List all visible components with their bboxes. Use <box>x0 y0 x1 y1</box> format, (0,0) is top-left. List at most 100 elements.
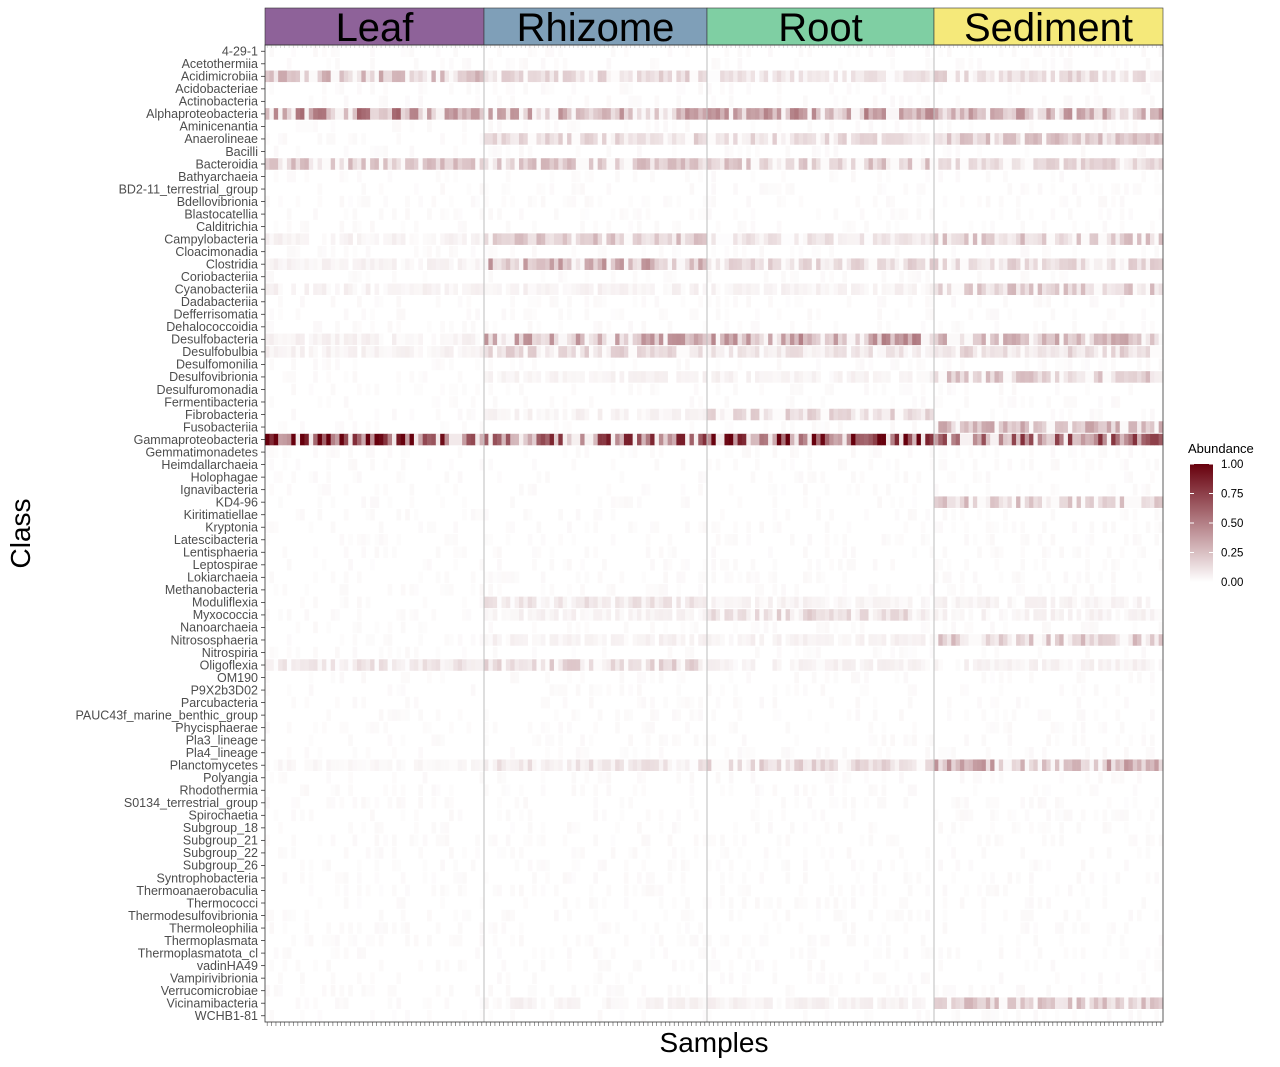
heat-cell <box>990 371 995 383</box>
heat-cell <box>1029 433 1034 446</box>
heat-cell <box>807 709 813 721</box>
heat-cell <box>658 245 664 258</box>
heat-cell <box>733 346 738 358</box>
heat-cell <box>1102 446 1108 458</box>
heat-cell <box>361 133 367 145</box>
heat-cell <box>584 521 590 533</box>
heat-cell <box>484 70 489 83</box>
heat-cell <box>929 245 935 258</box>
heat-cell <box>588 396 594 408</box>
heat-cell <box>650 596 655 609</box>
heat-cell <box>269 108 275 120</box>
heat-cell <box>501 195 507 208</box>
heat-cell <box>837 58 843 70</box>
heat-cell <box>1059 634 1064 646</box>
heat-cell <box>497 596 502 609</box>
heat-cell <box>374 383 380 396</box>
heat-cell <box>676 659 682 671</box>
heat-cell <box>1128 634 1134 646</box>
heat-cell <box>981 346 987 358</box>
heat-cell <box>308 734 314 746</box>
heat-cell <box>400 70 406 83</box>
heat-cell <box>462 108 467 120</box>
heat-cell <box>872 609 878 621</box>
heat-cell <box>746 346 751 358</box>
heat-cell <box>925 596 930 609</box>
heat-cell <box>1072 108 1077 120</box>
heat-cell <box>1029 158 1034 170</box>
heat-cell <box>855 158 861 170</box>
heat-cell <box>470 108 476 120</box>
heat-cell <box>859 596 865 609</box>
heat-cell <box>632 433 638 446</box>
heat-cell <box>593 108 598 120</box>
heat-cell <box>492 659 498 671</box>
heat-cell <box>846 108 852 120</box>
heat-cell <box>1016 233 1021 245</box>
heat-cell <box>772 508 778 521</box>
heat-cell <box>1098 208 1103 220</box>
heat-cell <box>903 158 909 170</box>
heat-cell <box>707 408 712 421</box>
heat-cell <box>479 458 485 471</box>
heat-cell <box>615 133 620 145</box>
heat-cell <box>1003 296 1008 308</box>
heat-cell <box>628 596 633 609</box>
heat-cell <box>567 296 572 308</box>
heat-cell <box>645 746 651 759</box>
heat-cell <box>807 333 813 346</box>
heat-cell <box>462 333 467 346</box>
heat-cell <box>1080 70 1086 83</box>
heat-cell <box>759 333 765 346</box>
heat-cell <box>278 471 283 483</box>
heat-cell <box>768 233 773 245</box>
heat-cell <box>492 433 498 446</box>
heat-cell <box>400 220 406 233</box>
heat-cell <box>1150 346 1155 358</box>
heat-cell <box>938 258 943 270</box>
heat-cell <box>1089 496 1095 508</box>
heat-cell <box>658 408 664 421</box>
heat-cell <box>650 346 655 358</box>
heat-cell <box>916 108 922 120</box>
heat-cell <box>497 158 502 170</box>
heat-cell <box>1098 496 1103 508</box>
heat-cell <box>846 346 852 358</box>
heat-cell <box>628 258 633 270</box>
heat-cell <box>610 45 616 58</box>
heat-cell <box>1016 333 1021 346</box>
heat-cell <box>549 584 555 596</box>
heat-cell <box>484 195 489 208</box>
heat-cell <box>846 258 852 270</box>
heat-cell <box>1024 433 1030 446</box>
heat-cell <box>440 158 445 170</box>
heat-cell <box>343 596 349 609</box>
heat-cell <box>794 333 799 346</box>
heat-cell <box>885 170 891 183</box>
heat-cell <box>1141 321 1147 333</box>
heat-cell <box>955 145 961 158</box>
heat-cell <box>313 333 318 346</box>
heat-cell <box>562 421 568 433</box>
heat-cell <box>457 233 463 245</box>
heat-cell <box>637 220 642 233</box>
heat-cell <box>505 145 511 158</box>
heat-cell <box>387 634 393 646</box>
heat-cell <box>693 108 699 120</box>
heat-cell <box>365 270 371 283</box>
heat-cell <box>610 283 616 296</box>
heat-cell <box>667 546 673 559</box>
heat-cell <box>580 108 585 120</box>
heat-cell <box>702 759 708 771</box>
heat-cell <box>523 120 529 133</box>
heat-cell <box>951 233 956 245</box>
heat-cell <box>702 158 708 170</box>
heat-cell <box>431 396 437 408</box>
heat-cell <box>985 496 991 508</box>
heat-cell <box>864 659 869 671</box>
heat-cell <box>1054 371 1060 383</box>
heat-cell <box>689 258 695 270</box>
heat-cell <box>619 408 625 421</box>
heat-cell <box>890 333 896 346</box>
heat-cell <box>685 358 690 371</box>
